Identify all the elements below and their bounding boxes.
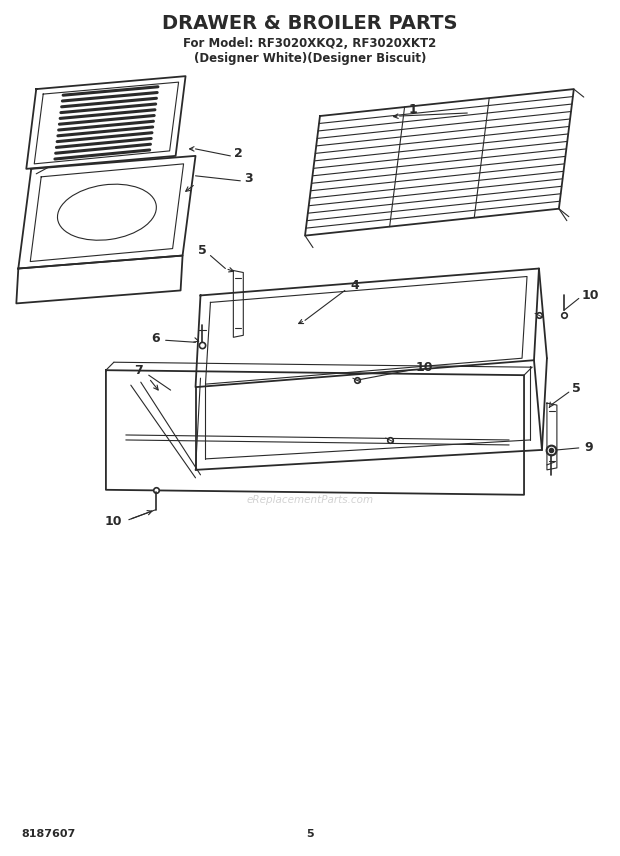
Text: 9: 9: [585, 442, 593, 455]
Text: 5: 5: [198, 244, 207, 257]
Text: 7: 7: [135, 364, 143, 377]
Text: 2: 2: [234, 147, 242, 160]
Text: 8187607: 8187607: [21, 829, 76, 839]
Text: 6: 6: [151, 332, 160, 345]
Text: 3: 3: [244, 172, 252, 185]
Text: 10: 10: [416, 360, 433, 374]
Text: 1: 1: [408, 103, 417, 116]
Text: 5: 5: [572, 382, 581, 395]
Text: 5: 5: [306, 829, 314, 839]
Text: 10: 10: [104, 515, 122, 528]
Text: eReplacementParts.com: eReplacementParts.com: [246, 495, 374, 505]
Text: For Model: RF3020XKQ2, RF3020XKT2: For Model: RF3020XKQ2, RF3020XKT2: [184, 37, 436, 50]
Text: (Designer White)(Designer Biscuit): (Designer White)(Designer Biscuit): [194, 51, 426, 65]
Text: 4: 4: [350, 279, 359, 292]
Text: DRAWER & BROILER PARTS: DRAWER & BROILER PARTS: [162, 14, 458, 33]
Text: 10: 10: [582, 289, 600, 302]
